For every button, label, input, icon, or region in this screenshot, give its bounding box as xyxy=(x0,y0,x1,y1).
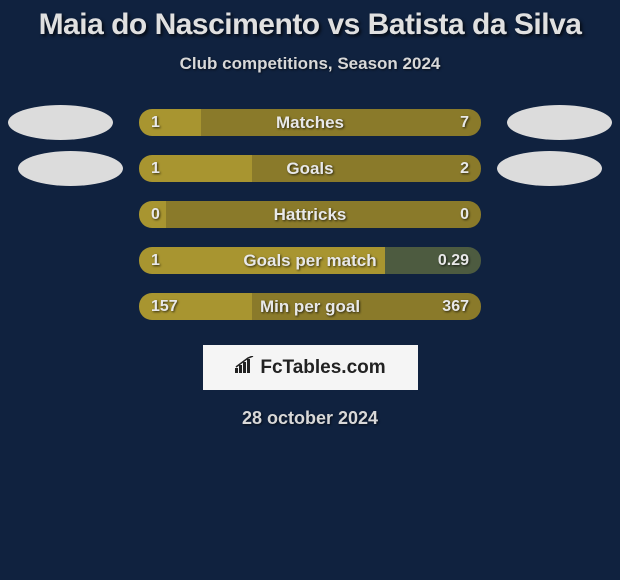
stat-bar: 157 367 Min per goal xyxy=(139,293,481,320)
stat-row: 0 0 Hattricks xyxy=(0,201,620,228)
stat-value-left: 1 xyxy=(151,114,160,132)
stat-bar-right: 0.29 xyxy=(385,247,481,274)
stat-value-right: 0 xyxy=(460,206,469,224)
date-label: 28 october 2024 xyxy=(0,408,620,429)
main-container: Maia do Nascimento vs Batista da Silva C… xyxy=(0,0,620,437)
stat-row: 1 2 Goals xyxy=(0,155,620,182)
stat-value-left: 1 xyxy=(151,160,160,178)
player-marker-right xyxy=(497,151,602,186)
stat-row: 157 367 Min per goal xyxy=(0,293,620,320)
stat-bar: 1 0.29 Goals per match xyxy=(139,247,481,274)
stat-row: 1 7 Matches xyxy=(0,109,620,136)
subtitle: Club competitions, Season 2024 xyxy=(0,54,620,74)
player-marker-right xyxy=(507,105,612,140)
stat-value-right: 7 xyxy=(460,114,469,132)
stat-label: Goals xyxy=(286,159,333,179)
stat-label: Goals per match xyxy=(243,251,376,271)
stat-bar: 0 0 Hattricks xyxy=(139,201,481,228)
stat-row: 1 0.29 Goals per match xyxy=(0,247,620,274)
stat-value-left: 1 xyxy=(151,252,160,270)
stat-value-left: 157 xyxy=(151,298,178,316)
stat-bar-left: 1 xyxy=(139,155,252,182)
stat-bar: 1 2 Goals xyxy=(139,155,481,182)
logo-box[interactable]: FcTables.com xyxy=(203,345,418,390)
stat-value-right: 0.29 xyxy=(438,252,469,270)
stat-bar-left: 1 xyxy=(139,109,201,136)
player-marker-left xyxy=(18,151,123,186)
stat-label: Hattricks xyxy=(274,205,347,225)
stat-value-right: 2 xyxy=(460,160,469,178)
stat-label: Matches xyxy=(276,113,344,133)
stat-value-right: 367 xyxy=(442,298,469,316)
logo-text: FcTables.com xyxy=(260,357,385,379)
stats-area: 1 7 Matches 1 2 Goals 0 0 Hattricks 1 0.29 Goals pe… xyxy=(0,109,620,320)
stat-bar: 1 7 Matches xyxy=(139,109,481,136)
player-marker-left xyxy=(8,105,113,140)
stat-label: Min per goal xyxy=(260,297,360,317)
stat-bar-left: 157 xyxy=(139,293,252,320)
stat-bar-left: 0 xyxy=(139,201,166,228)
stat-value-left: 0 xyxy=(151,206,160,224)
page-title: Maia do Nascimento vs Batista da Silva xyxy=(0,8,620,42)
chart-icon xyxy=(234,356,256,380)
